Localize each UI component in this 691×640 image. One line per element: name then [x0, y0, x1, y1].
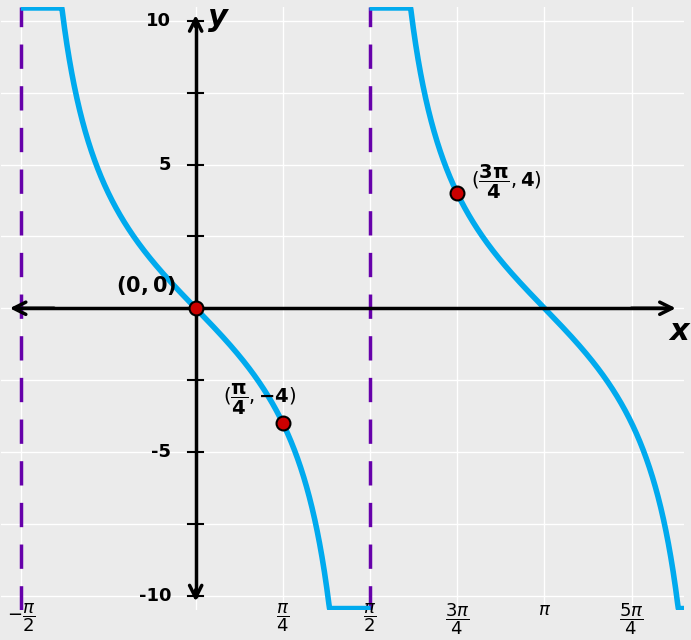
Text: y: y [208, 3, 228, 33]
Text: -10: -10 [139, 587, 171, 605]
Text: $\dfrac{\pi}{2}$: $\dfrac{\pi}{2}$ [363, 602, 377, 634]
Text: $\dfrac{5\pi}{4}$: $\dfrac{5\pi}{4}$ [619, 602, 644, 637]
Text: $-\dfrac{\pi}{2}$: $-\dfrac{\pi}{2}$ [7, 602, 35, 634]
Text: $(\dfrac{\mathbf{\pi}}{\mathbf{4}},\mathbf{-4})$: $(\dfrac{\mathbf{\pi}}{\mathbf{4}},\math… [223, 382, 296, 417]
Text: $\dfrac{3\pi}{4}$: $\dfrac{3\pi}{4}$ [445, 602, 469, 637]
Text: 5: 5 [159, 156, 171, 173]
Text: -5: -5 [151, 443, 171, 461]
Text: $\mathbf{(0,0)}$: $\mathbf{(0,0)}$ [115, 275, 176, 298]
Text: 10: 10 [146, 12, 171, 30]
Text: x: x [669, 317, 688, 346]
Text: $(\dfrac{\mathbf{3\pi}}{\mathbf{4}},\mathbf{4})$: $(\dfrac{\mathbf{3\pi}}{\mathbf{4}},\mat… [471, 163, 542, 202]
Text: $\dfrac{\pi}{4}$: $\dfrac{\pi}{4}$ [276, 602, 290, 634]
Text: $\pi$: $\pi$ [538, 602, 551, 620]
